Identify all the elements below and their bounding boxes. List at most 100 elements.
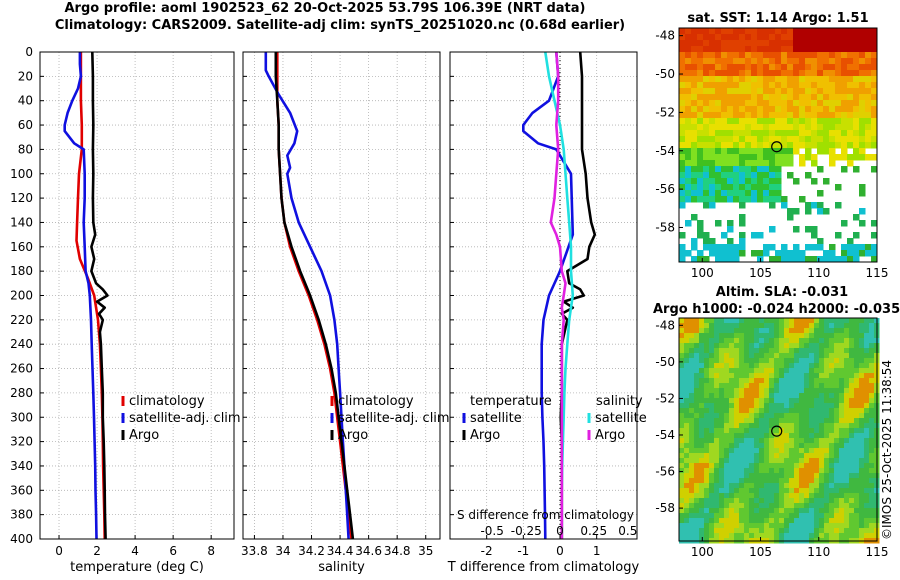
sla-cell bbox=[869, 393, 875, 399]
sst-cell bbox=[685, 88, 692, 95]
x-tick-label: 34.4 bbox=[327, 544, 354, 558]
sst-cell bbox=[703, 34, 710, 41]
sla-cell bbox=[804, 468, 810, 474]
sla-cell bbox=[709, 373, 715, 379]
sla-cell bbox=[699, 318, 705, 324]
sla-cell bbox=[769, 368, 775, 374]
sst-cell bbox=[853, 58, 860, 65]
imos-watermark: ©IMOS 25-Oct-2025 11:38:54 bbox=[880, 360, 894, 540]
sst-cell bbox=[769, 166, 776, 173]
sst-cell bbox=[727, 178, 734, 185]
sla-cell bbox=[709, 483, 715, 489]
sla-cell bbox=[824, 468, 830, 474]
sla-cell bbox=[834, 518, 840, 524]
sst-cell bbox=[715, 256, 722, 263]
sla-cell bbox=[709, 513, 715, 519]
sst-cell bbox=[697, 256, 704, 263]
y-tick-label: 20 bbox=[18, 69, 33, 83]
sst-cell bbox=[757, 106, 764, 113]
sla-cell bbox=[679, 473, 685, 479]
sst-cell bbox=[787, 28, 794, 35]
sst-cell bbox=[853, 112, 860, 119]
sla-cell bbox=[689, 443, 695, 449]
sla-cell bbox=[849, 408, 855, 414]
sla-cell bbox=[834, 343, 840, 349]
sla-cell bbox=[824, 508, 830, 514]
sst-cell bbox=[841, 52, 848, 59]
sla-cell bbox=[824, 498, 830, 504]
sst-cell bbox=[847, 124, 854, 131]
sla-cell bbox=[854, 433, 860, 439]
sst-cell bbox=[703, 256, 710, 263]
sla-cell bbox=[779, 433, 785, 439]
sst-cell bbox=[691, 94, 698, 101]
sla-cell bbox=[744, 343, 750, 349]
sst-cell bbox=[871, 112, 878, 119]
sst-cell bbox=[691, 256, 698, 263]
sst-cell bbox=[685, 28, 692, 35]
sla-cell bbox=[764, 463, 770, 469]
sla-cell bbox=[869, 528, 875, 534]
sla-cell bbox=[789, 328, 795, 334]
sla-cell bbox=[844, 333, 850, 339]
sst-cell bbox=[715, 124, 722, 131]
sla-cell bbox=[744, 413, 750, 419]
sla-cell bbox=[754, 473, 760, 479]
sst-cell bbox=[715, 118, 722, 125]
sla-cell bbox=[704, 483, 710, 489]
sla-cell bbox=[704, 363, 710, 369]
sla-cell bbox=[754, 443, 760, 449]
sst-cell bbox=[733, 130, 740, 137]
sla-cell bbox=[804, 398, 810, 404]
sla-cell bbox=[849, 493, 855, 499]
sla-cell bbox=[744, 378, 750, 384]
sla-cell bbox=[774, 358, 780, 364]
sst-cell bbox=[757, 94, 764, 101]
sst-cell bbox=[727, 142, 734, 149]
sla-cell bbox=[689, 428, 695, 434]
sst-cell bbox=[817, 112, 824, 119]
sst-cell bbox=[817, 148, 824, 155]
sla-cell bbox=[859, 438, 865, 444]
sla-cell bbox=[814, 338, 820, 344]
sla-cell bbox=[824, 458, 830, 464]
sst-cell bbox=[697, 154, 704, 161]
sla-cell bbox=[724, 453, 730, 459]
sla-cell bbox=[694, 363, 700, 369]
sla-cell bbox=[819, 318, 825, 324]
sla-cell bbox=[829, 508, 835, 514]
sla-cell bbox=[744, 483, 750, 489]
sst-cell bbox=[697, 46, 704, 53]
sst-cell bbox=[859, 190, 866, 197]
sst-cell bbox=[823, 130, 830, 137]
sst-cell bbox=[841, 76, 848, 83]
sst-cell bbox=[859, 88, 866, 95]
sla-cell bbox=[854, 483, 860, 489]
sst-cell bbox=[715, 40, 722, 47]
sla-cell bbox=[714, 408, 720, 414]
sla-cell bbox=[854, 418, 860, 424]
sst-cell bbox=[745, 100, 752, 107]
sla-cell bbox=[779, 418, 785, 424]
sla-cell bbox=[704, 453, 710, 459]
sla-cell bbox=[789, 448, 795, 454]
sla-cell bbox=[754, 333, 760, 339]
sla-cell bbox=[739, 508, 745, 514]
sst-cell bbox=[841, 220, 848, 227]
sla-cell bbox=[709, 418, 715, 424]
y-tick-label: 400 bbox=[10, 532, 33, 546]
sst-cell bbox=[817, 82, 824, 89]
sst-cell bbox=[859, 76, 866, 83]
sst-cell bbox=[865, 46, 872, 53]
sst-cell bbox=[727, 172, 734, 179]
sla-cell bbox=[844, 428, 850, 434]
sla-cell bbox=[804, 353, 810, 359]
sla-cell bbox=[744, 323, 750, 329]
sst-cell bbox=[805, 46, 812, 53]
sst-cell bbox=[865, 52, 872, 59]
sst-cell bbox=[679, 94, 686, 101]
sst-cell bbox=[685, 100, 692, 107]
sst-cell bbox=[727, 106, 734, 113]
sla-cell bbox=[759, 318, 765, 324]
sst-cell bbox=[703, 154, 710, 161]
